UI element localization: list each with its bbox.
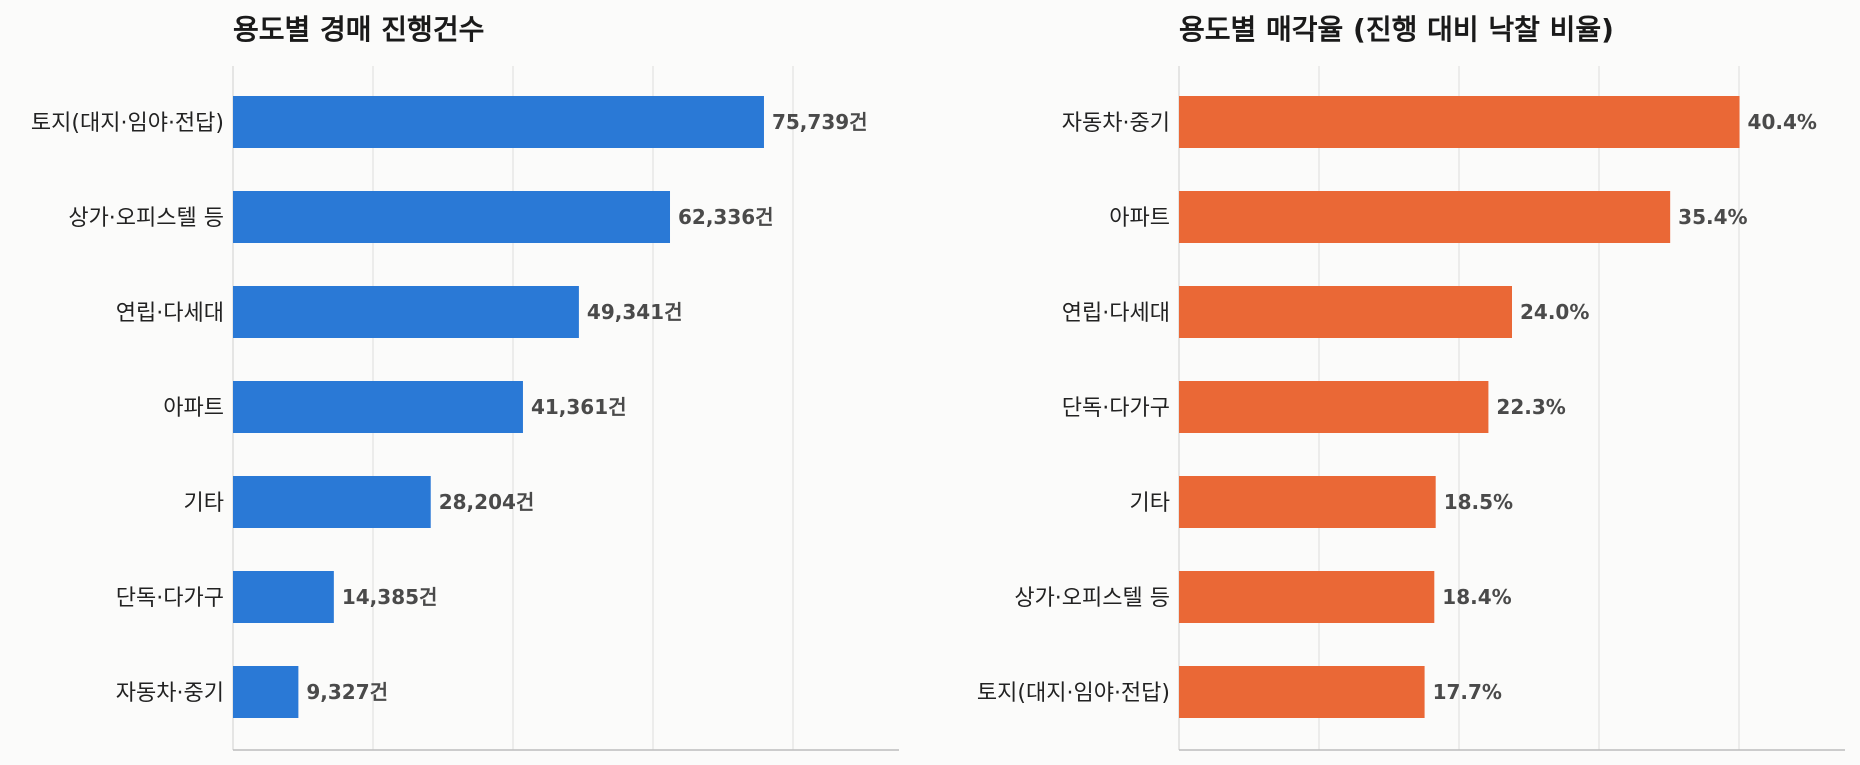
category-label: 자동차·중기 [1062, 111, 1170, 136]
data-label: 14,385건 [342, 585, 438, 609]
bar [1179, 96, 1740, 148]
category-label: 토지(대지·임야·전답) [31, 111, 224, 136]
bar [233, 96, 764, 148]
bar [233, 476, 431, 528]
bar [233, 571, 334, 623]
category-label: 상가·오피스텔 등 [68, 206, 224, 231]
chart-title-right: 용도별 매각율 (진행 대비 낙찰 비율) [1179, 13, 1614, 46]
category-label: 기타 [184, 491, 224, 516]
category-label: 단독·다가구 [1062, 396, 1170, 421]
data-label: 9,327건 [306, 680, 388, 704]
category-label: 연립·다세대 [116, 301, 224, 326]
bar [1179, 571, 1435, 623]
data-label: 17.7% [1433, 680, 1502, 704]
chart-title-left: 용도별 경매 진행건수 [233, 13, 485, 46]
bar [1179, 666, 1425, 718]
bar [1179, 476, 1436, 528]
bar [233, 381, 523, 433]
data-label: 41,361건 [531, 395, 627, 419]
data-label: 40.4% [1748, 110, 1817, 134]
category-label: 아파트 [163, 396, 224, 421]
data-label: 75,739건 [772, 110, 868, 134]
right-chart-panel: 용도별 매각율 (진행 대비 낙찰 비율) 자동차·중기 40.4% 아파트 35.4… [930, 0, 1860, 765]
category-label: 기타 [1130, 491, 1170, 516]
category-label: 토지(대지·임야·전답) [977, 681, 1170, 706]
category-label: 단독·다가구 [116, 586, 224, 611]
category-label: 상가·오피스텔 등 [1014, 586, 1170, 611]
data-label: 49,341건 [587, 300, 683, 324]
data-label: 18.4% [1442, 585, 1511, 609]
data-label: 28,204건 [439, 490, 535, 514]
category-label: 연립·다세대 [1062, 301, 1170, 326]
data-label: 62,336건 [678, 205, 774, 229]
bar [233, 286, 579, 338]
bar [1179, 286, 1512, 338]
bar [233, 191, 671, 243]
data-label: 18.5% [1444, 490, 1513, 514]
bar [1179, 381, 1489, 433]
category-label: 자동차·중기 [116, 681, 224, 706]
bar [233, 666, 299, 718]
data-label: 24.0% [1520, 300, 1589, 324]
data-label: 35.4% [1678, 205, 1747, 229]
category-label: 아파트 [1109, 206, 1170, 231]
data-label: 22.3% [1496, 395, 1565, 419]
bar [1179, 191, 1671, 243]
bar-chart-sale-rates: 자동차·중기 40.4% 아파트 35.4% 연립·다세대 24.0% 단독·다가구 22.3… [977, 66, 1845, 751]
